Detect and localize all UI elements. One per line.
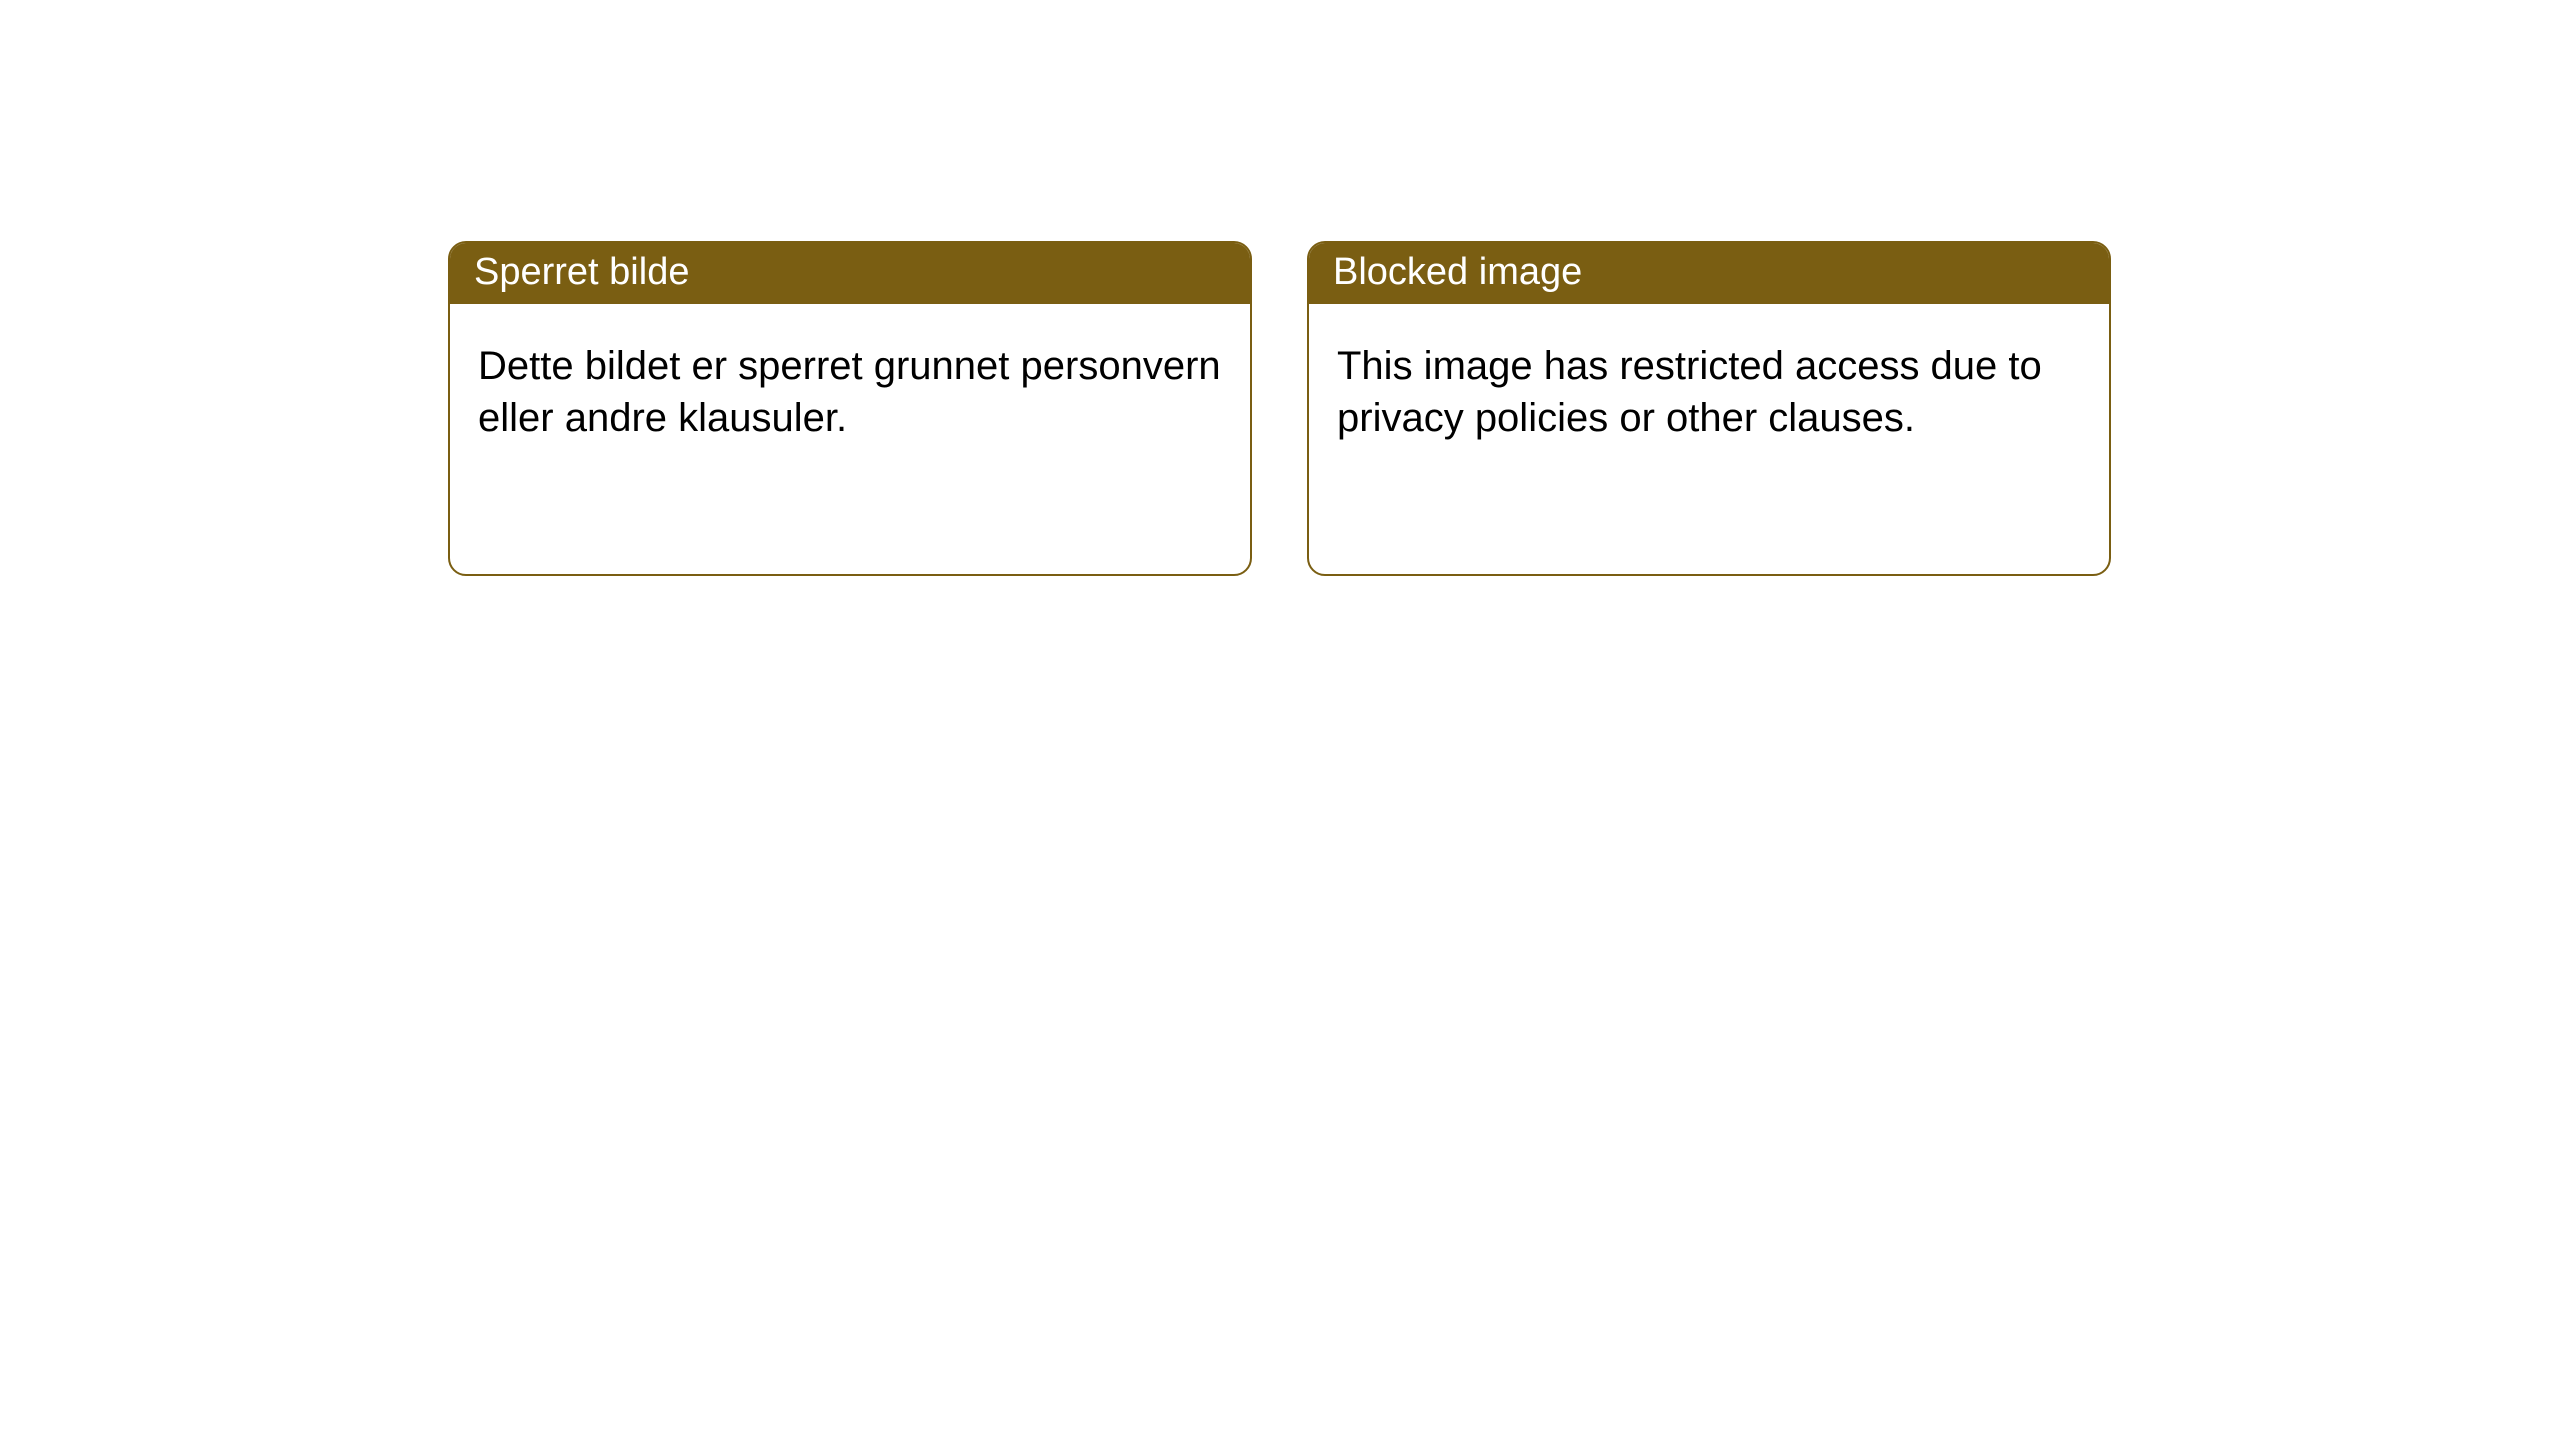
notice-header-english: Blocked image [1309, 243, 2109, 304]
notice-card-english: Blocked image This image has restricted … [1307, 241, 2111, 576]
notice-container: Sperret bilde Dette bildet er sperret gr… [0, 0, 2560, 576]
notice-card-norwegian: Sperret bilde Dette bildet er sperret gr… [448, 241, 1252, 576]
notice-body-norwegian: Dette bildet er sperret grunnet personve… [450, 304, 1250, 574]
notice-body-english: This image has restricted access due to … [1309, 304, 2109, 574]
notice-header-norwegian: Sperret bilde [450, 243, 1250, 304]
